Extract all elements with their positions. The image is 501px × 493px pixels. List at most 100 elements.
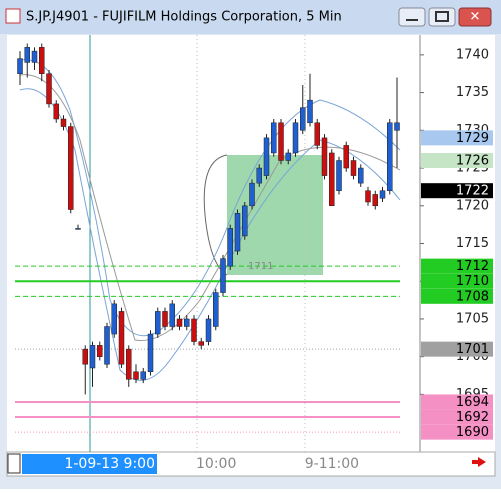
- price-box: [421, 183, 493, 199]
- candle-body: [227, 228, 233, 267]
- candle-body: [53, 103, 59, 120]
- candle-body: [162, 311, 168, 327]
- price-box: [421, 130, 493, 146]
- price-box-label: 1726: [456, 154, 489, 169]
- candle-body: [263, 137, 270, 176]
- candle-body: [271, 122, 277, 154]
- close-button[interactable]: [458, 7, 492, 27]
- scroll-box[interactable]: [7, 453, 21, 474]
- window-buttons: ✕: [398, 7, 492, 27]
- candle-body: [379, 190, 386, 199]
- y-tick-label: 1720: [456, 198, 489, 213]
- price-box: [421, 258, 493, 274]
- price-box: [421, 409, 493, 425]
- candle-body: [234, 213, 241, 252]
- price-box-label: 1729: [456, 131, 489, 146]
- maximize-button[interactable]: [428, 7, 456, 27]
- candle-body: [155, 311, 161, 335]
- price-box-label: 1701: [456, 342, 489, 357]
- candle-body: [249, 182, 255, 207]
- price-box-label: 1708: [456, 289, 489, 304]
- candle-body: [278, 122, 284, 161]
- candle-body: [184, 318, 190, 327]
- candle-body: [242, 205, 248, 237]
- y-tick-label: 1740: [456, 47, 489, 62]
- candle-body: [169, 303, 175, 327]
- maximize-icon: [435, 11, 449, 22]
- candle-body: [256, 167, 262, 184]
- candle-body: [133, 371, 139, 380]
- candle-body: [75, 228, 81, 230]
- price-box-label: 1722: [456, 184, 489, 199]
- price-box-label: 1694: [456, 395, 489, 410]
- y-tick-label: 1715: [456, 236, 489, 251]
- annotation: 1711: [248, 261, 273, 272]
- price-box: [421, 394, 493, 410]
- plot-area: [7, 35, 420, 452]
- candle-body: [191, 318, 197, 342]
- candle-body: [220, 258, 226, 293]
- candle-body: [17, 58, 23, 74]
- candle-body: [343, 145, 349, 169]
- price-box-label: 1692: [456, 410, 489, 425]
- candle-body: [140, 371, 146, 380]
- candle-body: [24, 47, 30, 63]
- candle-body: [97, 345, 103, 357]
- app-icon: [5, 8, 21, 24]
- candle-body: [285, 152, 291, 161]
- candle-body: [205, 318, 212, 342]
- zone-box: [227, 155, 323, 275]
- candle-body: [307, 99, 313, 124]
- price-axis: [420, 35, 495, 452]
- candle-body: [372, 194, 378, 207]
- candle-body: [387, 122, 393, 191]
- price-box: [421, 341, 493, 357]
- candle-body: [147, 333, 154, 373]
- price-box-label: 1710: [456, 274, 489, 289]
- candle-body: [126, 348, 132, 380]
- candle-body: [46, 73, 52, 105]
- candle-body: [358, 167, 364, 184]
- price-box-label: 1690: [456, 425, 489, 440]
- candle-body: [329, 152, 335, 207]
- x-tick-label: 9-11:00: [305, 456, 359, 472]
- candle-body: [104, 326, 110, 365]
- candle-body: [321, 137, 328, 176]
- candle-body: [213, 292, 219, 327]
- candle-body: [89, 345, 96, 369]
- candle-body: [350, 160, 357, 176]
- y-tick-label: 1735: [456, 85, 489, 100]
- close-icon: ✕: [470, 10, 481, 25]
- minimize-button[interactable]: [398, 7, 426, 27]
- candle-body: [111, 303, 117, 335]
- x-tick-label: 10:00: [196, 456, 236, 472]
- candle-body: [198, 341, 204, 346]
- time-highlight: [22, 454, 157, 474]
- candle-body: [292, 122, 299, 154]
- candle-body: [314, 122, 320, 146]
- price-box: [421, 153, 493, 168]
- candle-body: [68, 126, 74, 210]
- candle-body: [39, 47, 45, 74]
- scroll-arrow[interactable]: [472, 457, 486, 467]
- candle-body: [365, 190, 371, 203]
- candle-body: [60, 118, 67, 127]
- candle-body: [300, 107, 306, 131]
- candle-body: [82, 348, 88, 365]
- y-tick-label: 1705: [456, 311, 489, 326]
- x-tick-label: 1-09-13 9:00: [64, 456, 155, 472]
- zone-curve: [203, 154, 228, 276]
- candle-body: [31, 50, 38, 63]
- candle-body: [394, 122, 400, 131]
- price-box: [421, 424, 493, 440]
- candle-body: [176, 318, 183, 327]
- price-box: [421, 273, 493, 289]
- candle-body: [336, 160, 342, 191]
- plot: 1695170017051710171517201725173017351740…: [15, 43, 489, 433]
- price-box-label: 1712: [456, 259, 489, 274]
- price-box: [421, 288, 493, 304]
- window-title: S.JP.J4901 - FUJIFILM Holdings Corporati…: [26, 10, 342, 25]
- candle-body: [118, 311, 125, 365]
